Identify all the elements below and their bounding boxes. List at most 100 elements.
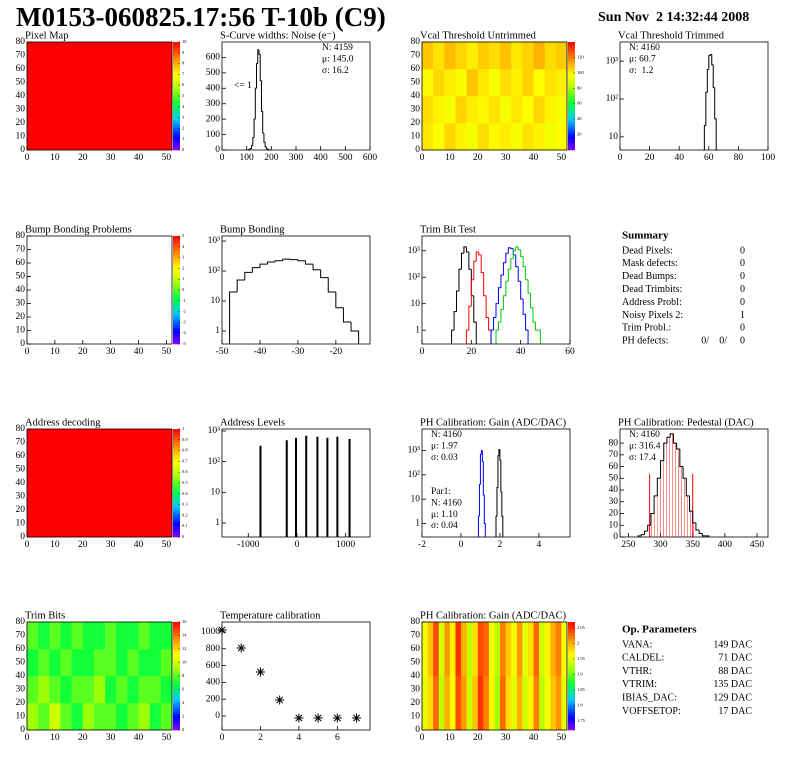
z-tick-label: 20 <box>577 132 582 137</box>
heatmap-cell <box>522 42 534 70</box>
color-bar <box>568 136 575 140</box>
hist-bin <box>282 258 291 261</box>
x-tick-label: 10 <box>50 540 60 550</box>
summary-value: 0 <box>740 258 745 269</box>
hist-bin <box>650 513 655 526</box>
x-tick-label: 10 <box>50 153 60 163</box>
color-bar <box>568 711 575 715</box>
color-bar <box>173 263 180 266</box>
param-label: VTRIM: <box>622 679 657 690</box>
color-bar <box>173 319 180 323</box>
color-bar <box>173 445 180 449</box>
z-tick-label: 1.85 <box>577 687 586 692</box>
hist-bin <box>507 268 511 282</box>
color-bar <box>173 510 180 513</box>
heatmap-cell <box>477 96 490 124</box>
hist-bin <box>495 329 499 344</box>
color-bar <box>568 703 575 706</box>
heatmap-cell <box>477 69 490 97</box>
z-tick-label: -2 <box>182 309 186 314</box>
x-tick-label: 0 <box>618 153 623 163</box>
heatmap-cell <box>461 676 467 731</box>
color-bar <box>568 128 575 132</box>
x-tick-label: 40 <box>134 540 144 550</box>
color-bar <box>568 635 575 639</box>
y-tick-label: 40 <box>411 671 421 681</box>
heatmap-cell <box>550 622 557 677</box>
heatmap-cell <box>511 42 523 70</box>
z-tick-label: 1.75 <box>577 718 586 723</box>
color-bar <box>173 112 180 116</box>
heatmap-cell <box>422 69 434 97</box>
heatmap-cell <box>500 96 512 124</box>
y-tick-label: 0 <box>20 725 25 735</box>
summary-label: Trim Probl.: <box>622 323 671 334</box>
heatmap-cell <box>93 649 106 677</box>
hist-bin <box>251 144 253 149</box>
heatmap-cell <box>60 703 72 731</box>
plot-frame <box>421 41 568 151</box>
hist-bin <box>698 529 703 534</box>
stat-text: σ: 17.4 <box>629 453 656 463</box>
color-bar <box>568 66 575 70</box>
y-tick-label: 40 <box>609 485 619 495</box>
heatmap-cell <box>494 622 501 677</box>
x-tick-label: 4 <box>297 733 302 743</box>
hist-bin <box>320 269 329 279</box>
y-tick-label: 20 <box>16 505 26 515</box>
y-tick-label: 10³ <box>408 246 421 256</box>
color-bar <box>173 306 180 310</box>
color-bar <box>173 713 180 717</box>
color-bar <box>568 93 575 97</box>
color-bar <box>173 74 180 78</box>
heatmap-cell <box>49 649 61 677</box>
y-tick-label: 1000 <box>201 627 220 637</box>
heatmap-cell <box>27 676 39 704</box>
summary-label: Address Probl: <box>622 297 682 308</box>
summary-value: 0 <box>740 284 745 295</box>
color-bar <box>173 724 180 728</box>
heatmap-cell <box>444 622 451 677</box>
heatmap-cell <box>438 622 445 677</box>
x-tick-label: 0 <box>420 733 425 743</box>
hist-bin <box>262 111 264 134</box>
panel-title: PH Calibration: Gain (ADC/DAC) <box>420 417 567 428</box>
color-bar <box>568 58 575 62</box>
x-tick-label: -40 <box>254 347 267 357</box>
y-tick-label: 10³ <box>408 446 421 456</box>
color-bar <box>568 79 575 83</box>
color-bar <box>173 77 180 81</box>
heatmap-cell <box>82 703 95 731</box>
star-marker <box>294 713 304 723</box>
color-bar <box>173 504 180 508</box>
color-bar <box>173 330 180 334</box>
color-bar <box>173 466 180 470</box>
hist-bin <box>254 87 257 120</box>
z-tick-label: 5 <box>182 233 185 238</box>
color-bar <box>568 665 575 669</box>
hist-bin <box>480 254 484 274</box>
heatmap-cell <box>149 622 162 650</box>
hist-bin <box>256 63 258 89</box>
hist-bin <box>517 266 521 282</box>
color-bar <box>173 303 180 307</box>
color-bar <box>568 686 575 690</box>
y-tick-label: 80 <box>16 424 26 434</box>
color-bar <box>568 646 575 650</box>
z-tick-label: 2 <box>182 125 184 130</box>
y-tick-label: 800 <box>206 644 221 654</box>
z-tick-label: 120 <box>577 54 585 59</box>
fit-fill <box>663 443 667 537</box>
y-tick-label: 40 <box>16 91 26 101</box>
hist-bin <box>712 64 715 89</box>
color-bar <box>173 322 180 326</box>
hist-bin <box>501 491 504 537</box>
summary-label: Dead Trimbits: <box>622 284 682 295</box>
color-bar <box>173 257 180 261</box>
hist-bin <box>530 293 533 309</box>
plot-frame <box>26 621 173 731</box>
color-bar <box>568 624 575 628</box>
color-bar <box>173 254 180 258</box>
heatmap-cell <box>422 96 434 124</box>
color-bar <box>173 47 180 51</box>
